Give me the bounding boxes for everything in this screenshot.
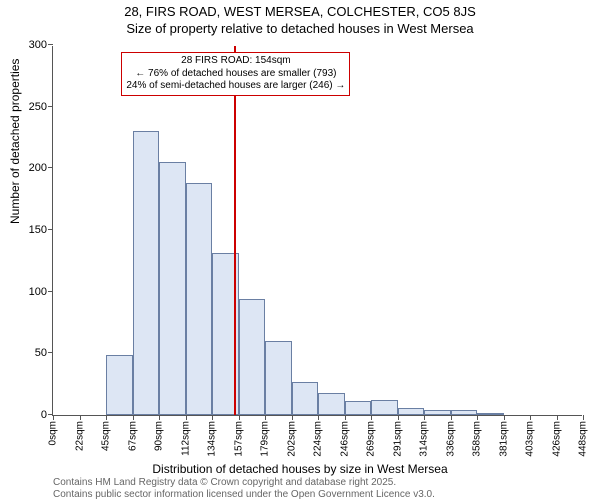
x-tick-mark: [424, 415, 425, 420]
y-tick-mark: [48, 352, 53, 353]
x-tick-mark: [133, 415, 134, 420]
x-tick-label: 202sqm: [286, 421, 297, 457]
x-tick-label: 246sqm: [339, 421, 350, 457]
chart-title-address: 28, FIRS ROAD, WEST MERSEA, COLCHESTER, …: [0, 4, 600, 19]
x-tick-mark: [557, 415, 558, 420]
x-tick-label: 403sqm: [525, 421, 536, 457]
y-tick-label: 200: [29, 162, 47, 174]
histogram-bar: [477, 413, 504, 415]
histogram-bar: [265, 341, 292, 415]
x-tick-label: 179sqm: [260, 421, 271, 457]
annotation-box: 28 FIRS ROAD: 154sqm← 76% of detached ho…: [121, 52, 350, 96]
histogram-bar: [159, 162, 186, 415]
y-tick-label: 300: [29, 39, 47, 51]
x-tick-mark: [159, 415, 160, 420]
x-tick-label: 67sqm: [127, 421, 138, 451]
histogram-bar: [133, 131, 160, 415]
y-tick-mark: [48, 167, 53, 168]
histogram-bar: [239, 299, 266, 415]
y-tick-mark: [48, 291, 53, 292]
histogram-bar: [318, 393, 345, 415]
attribution-line2: Contains public sector information licen…: [53, 489, 435, 501]
histogram-bar: [345, 401, 372, 415]
plot-area: 0501001502002503000sqm22sqm45sqm67sqm90s…: [52, 46, 582, 416]
x-tick-mark: [398, 415, 399, 420]
x-tick-label: 269sqm: [366, 421, 377, 457]
histogram-bar: [424, 410, 451, 415]
histogram-bar: [106, 355, 133, 415]
histogram-bar: [186, 183, 213, 415]
x-tick-mark: [451, 415, 452, 420]
y-axis-label: Number of detached properties: [8, 59, 22, 224]
x-tick-mark: [530, 415, 531, 420]
x-tick-label: 45sqm: [101, 421, 112, 451]
x-tick-mark: [318, 415, 319, 420]
annotation-line3: 24% of semi-detached houses are larger (…: [126, 80, 345, 93]
x-tick-mark: [371, 415, 372, 420]
histogram-bar: [398, 408, 425, 415]
x-tick-mark: [504, 415, 505, 420]
x-tick-label: 291sqm: [392, 421, 403, 457]
x-tick-mark: [212, 415, 213, 420]
x-tick-label: 336sqm: [445, 421, 456, 457]
x-tick-mark: [80, 415, 81, 420]
annotation-line1: 28 FIRS ROAD: 154sqm: [126, 55, 345, 68]
x-tick-mark: [53, 415, 54, 420]
histogram-bar: [292, 382, 319, 415]
x-tick-label: 358sqm: [472, 421, 483, 457]
chart-title-block: 28, FIRS ROAD, WEST MERSEA, COLCHESTER, …: [0, 4, 600, 36]
x-tick-mark: [345, 415, 346, 420]
x-tick-label: 90sqm: [154, 421, 165, 451]
x-tick-mark: [583, 415, 584, 420]
histogram-bar: [371, 400, 398, 415]
y-tick-label: 0: [41, 409, 47, 421]
x-tick-label: 22sqm: [74, 421, 85, 451]
x-tick-label: 157sqm: [233, 421, 244, 457]
y-tick-mark: [48, 229, 53, 230]
x-tick-label: 381sqm: [498, 421, 509, 457]
annotation-line2: ← 76% of detached houses are smaller (79…: [126, 68, 345, 81]
y-tick-label: 250: [29, 101, 47, 113]
property-marker-line: [234, 46, 236, 415]
y-tick-label: 50: [35, 347, 47, 359]
x-tick-label: 0sqm: [48, 421, 59, 445]
x-axis-label: Distribution of detached houses by size …: [0, 462, 600, 476]
y-tick-mark: [48, 44, 53, 45]
x-tick-label: 112sqm: [180, 421, 191, 456]
x-tick-mark: [239, 415, 240, 420]
y-tick-label: 150: [29, 224, 47, 236]
y-tick-label: 100: [29, 286, 47, 298]
attribution-line1: Contains HM Land Registry data © Crown c…: [53, 477, 435, 489]
chart-area: 0501001502002503000sqm22sqm45sqm67sqm90s…: [52, 46, 582, 416]
histogram-bar: [451, 410, 478, 415]
x-tick-mark: [292, 415, 293, 420]
y-tick-mark: [48, 106, 53, 107]
x-tick-label: 224sqm: [313, 421, 324, 457]
x-tick-mark: [477, 415, 478, 420]
attribution-text: Contains HM Land Registry data © Crown c…: [53, 477, 435, 501]
chart-title-description: Size of property relative to detached ho…: [0, 21, 600, 36]
x-tick-label: 134sqm: [207, 421, 218, 457]
x-tick-label: 448sqm: [578, 421, 589, 457]
x-tick-label: 314sqm: [419, 421, 430, 457]
x-tick-mark: [186, 415, 187, 420]
x-tick-mark: [106, 415, 107, 420]
x-tick-label: 426sqm: [551, 421, 562, 457]
x-tick-mark: [265, 415, 266, 420]
